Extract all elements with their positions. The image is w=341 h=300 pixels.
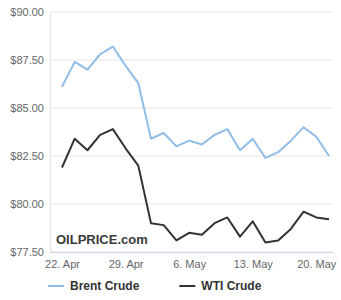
watermark: OILPRICE.com bbox=[56, 232, 148, 247]
x-tick: 13. May bbox=[234, 252, 274, 270]
legend-item[interactable]: WTI Crude bbox=[179, 279, 261, 293]
x-tick-label: 13. May bbox=[234, 258, 274, 270]
grid-line bbox=[50, 156, 333, 157]
y-axis-line bbox=[50, 13, 51, 253]
grid-line bbox=[50, 204, 333, 205]
x-tick-label: 20. May bbox=[297, 258, 337, 270]
x-tick-label: 6. May bbox=[173, 258, 207, 270]
y-tick-label: $77.50 bbox=[10, 246, 44, 258]
grid bbox=[50, 12, 333, 252]
y-tick-label: $82.50 bbox=[10, 150, 44, 162]
grid-line bbox=[50, 108, 333, 109]
y-tick: $82.50 bbox=[10, 150, 50, 162]
y-tick-label: $87.50 bbox=[10, 54, 44, 66]
x-tick: 29. Apr bbox=[109, 252, 144, 270]
legend: Brent Crude WTI Crude bbox=[48, 279, 262, 293]
legend-label: Brent Crude bbox=[70, 279, 140, 293]
grid-line bbox=[50, 252, 333, 253]
x-axis-line bbox=[50, 252, 333, 253]
y-tick-label: $85.00 bbox=[10, 102, 44, 114]
y-tick: $80.00 bbox=[10, 198, 50, 210]
grid-line bbox=[50, 12, 333, 13]
legend-item[interactable]: Brent Crude bbox=[48, 279, 140, 293]
y-tick: $77.50 bbox=[10, 246, 50, 258]
y-tick: $90.00 bbox=[10, 6, 50, 18]
x-tick: 6. May bbox=[173, 252, 207, 270]
y-tick: $87.50 bbox=[10, 54, 50, 66]
legend-swatch bbox=[179, 285, 195, 287]
grid-line bbox=[50, 60, 333, 61]
x-tick: 22. Apr bbox=[45, 252, 80, 270]
x-axis: 22. Apr 29. Apr 6. May 13. May 20. May bbox=[45, 252, 337, 270]
y-tick-label: $80.00 bbox=[10, 198, 44, 210]
x-tick-label: 22. Apr bbox=[45, 258, 80, 270]
series-line bbox=[62, 47, 329, 158]
y-tick-label: $90.00 bbox=[10, 6, 44, 18]
legend-label: WTI Crude bbox=[201, 279, 261, 293]
x-tick: 20. May bbox=[297, 252, 337, 270]
legend-swatch bbox=[48, 285, 64, 287]
y-axis: $77.50 $80.00 $82.50 $85.00 $87.50 $90.00 bbox=[10, 6, 50, 258]
y-tick: $85.00 bbox=[10, 102, 50, 114]
chart: $77.50 $80.00 $82.50 $85.00 $87.50 $90.00 22. … bbox=[0, 0, 341, 300]
x-tick-label: 29. Apr bbox=[109, 258, 144, 270]
plot-area bbox=[62, 47, 329, 243]
series-line bbox=[62, 129, 329, 242]
